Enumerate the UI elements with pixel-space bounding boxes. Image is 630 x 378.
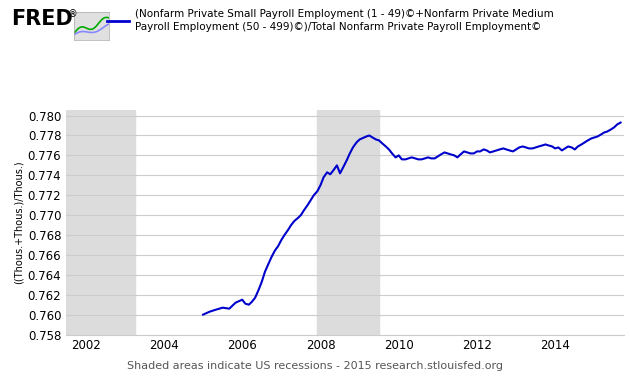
Text: Payroll Employment (50 - 499)©)/Total Nonfarm Private Payroll Employment©: Payroll Employment (50 - 499)©)/Total No… xyxy=(135,22,542,32)
Text: Shaded areas indicate US recessions - 2015 research.stlouisfed.org: Shaded areas indicate US recessions - 20… xyxy=(127,361,503,371)
Bar xyxy=(47,110,135,335)
Text: ®: ® xyxy=(68,9,77,19)
Text: FRED: FRED xyxy=(11,9,73,29)
Y-axis label: ((Thous.+Thous.)/Thous.): ((Thous.+Thous.)/Thous.) xyxy=(13,160,23,284)
Bar xyxy=(318,110,379,335)
Text: (Nonfarm Private Small Payroll Employment (1 - 49)©+Nonfarm Private Medium: (Nonfarm Private Small Payroll Employmen… xyxy=(135,9,554,19)
